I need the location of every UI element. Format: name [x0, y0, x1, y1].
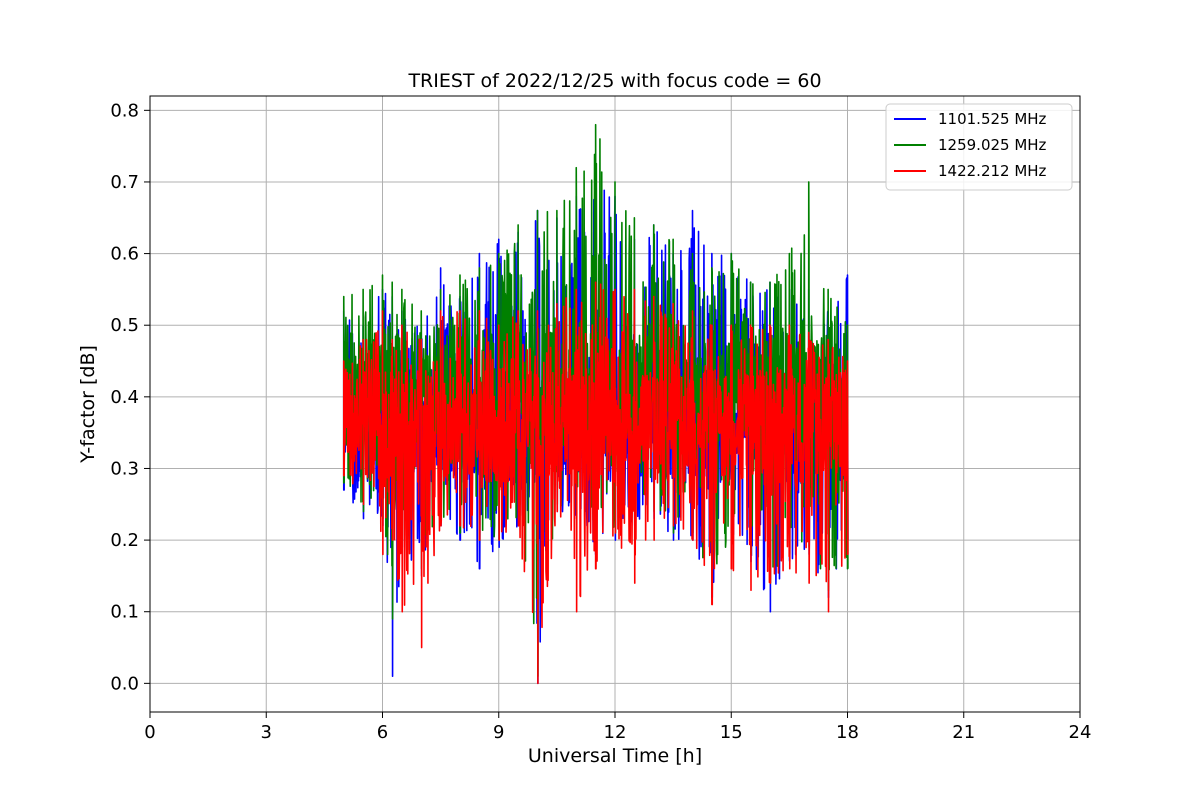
series-layer: [342, 123, 849, 685]
x-tick-label: 15: [720, 722, 743, 743]
x-tick-label: 6: [377, 722, 388, 743]
y-tick-label: 0.2: [110, 530, 139, 551]
y-tick-label: 0.5: [110, 315, 139, 336]
x-tick-label: 0: [144, 722, 155, 743]
legend-label: 1422.212 MHz: [938, 162, 1047, 180]
legend-label: 1101.525 MHz: [938, 110, 1047, 128]
y-axis-title: Y-factor [dB]: [77, 345, 99, 464]
y-tick-label: 0.0: [110, 673, 139, 694]
y-tick-label: 0.6: [110, 244, 139, 265]
x-tick-label: 18: [836, 722, 859, 743]
x-tick-label: 24: [1069, 722, 1092, 743]
ticks: 0 3 6 9 12 15 18 21 24 0.0 0.1 0.2 0.3 0.4 0.5 0.6 0.7 0.…: [110, 100, 1091, 743]
x-tick-label: 12: [604, 722, 627, 743]
legend: 1101.525 MHz 1259.025 MHz 1422.212 MHz: [885, 103, 1073, 191]
y-tick-label: 0.3: [110, 458, 139, 479]
x-axis-title: Universal Time [h]: [528, 745, 702, 767]
x-tick-label: 3: [261, 722, 272, 743]
y-tick-label: 0.4: [110, 387, 139, 408]
legend-label: 1259.025 MHz: [938, 136, 1047, 154]
y-tick-label: 0.8: [110, 100, 139, 121]
series-line-3: [342, 281, 849, 685]
chart-title: TRIEST of 2022/12/25 with focus code = 6…: [407, 70, 821, 92]
y-tick-label: 0.7: [110, 172, 139, 193]
y-tick-label: 0.1: [110, 602, 139, 623]
x-tick-label: 21: [952, 722, 975, 743]
legend-box: [885, 103, 1073, 191]
x-tick-label: 9: [493, 722, 504, 743]
